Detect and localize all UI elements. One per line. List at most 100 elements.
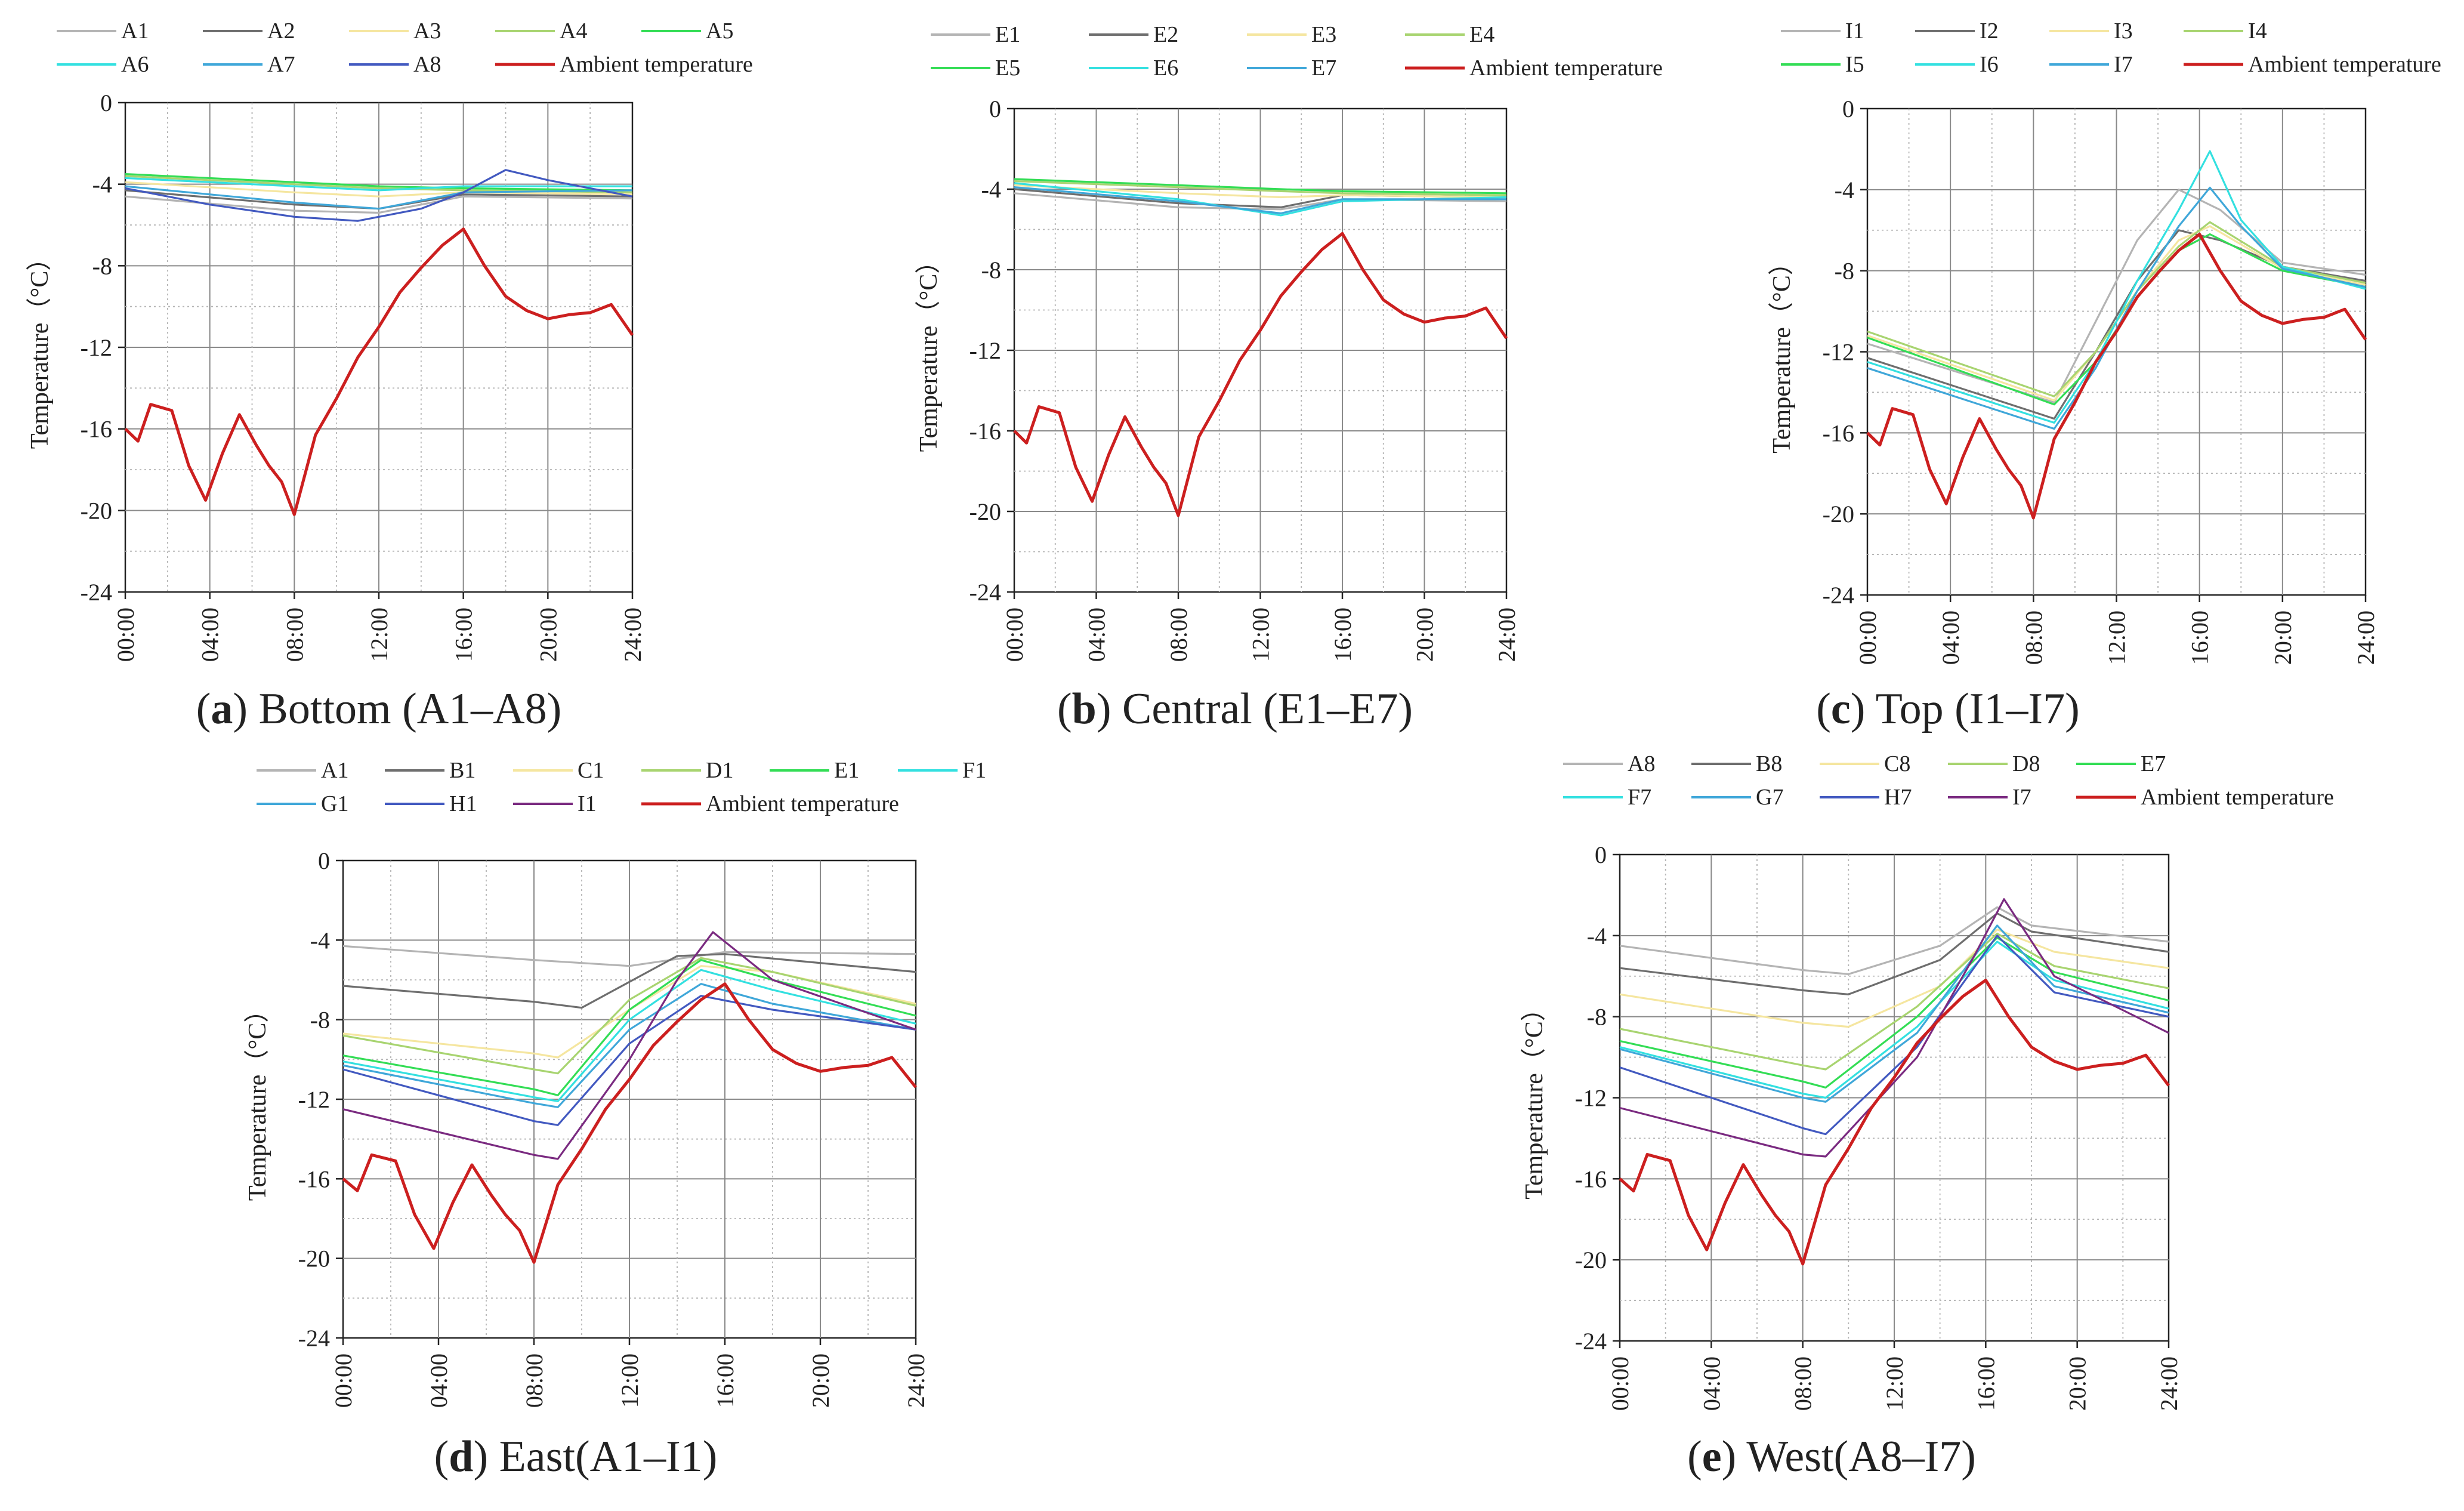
y-axis-label: Temperature（°C） bbox=[915, 249, 943, 452]
series-line-ambient-temperature bbox=[1866, 233, 2367, 520]
series-line-i7 bbox=[1867, 186, 2366, 430]
legend-label: G1 bbox=[321, 791, 348, 816]
series-line-d8 bbox=[1619, 932, 2169, 1071]
y-tick-label: -8 bbox=[981, 257, 1001, 283]
legend-label: E5 bbox=[995, 55, 1020, 81]
legend-label: A4 bbox=[560, 18, 587, 44]
y-tick-label: 0 bbox=[989, 95, 1001, 122]
legend-label: I5 bbox=[1845, 52, 1864, 77]
series-line-i1 bbox=[342, 931, 916, 1160]
series-line-g7 bbox=[1619, 924, 2169, 1103]
legend-label: E3 bbox=[1311, 22, 1336, 47]
y-tick-label: -12 bbox=[1823, 339, 1854, 366]
legend-label: I2 bbox=[1980, 18, 1999, 44]
x-tick-label: 12:00 bbox=[1881, 1356, 1908, 1411]
series-line-ambient-temperature bbox=[1013, 232, 1508, 517]
legend-label: E1 bbox=[995, 22, 1020, 47]
panel-caption: (a) Bottom (A1–A8) bbox=[196, 684, 562, 733]
legend-label: A2 bbox=[267, 18, 295, 44]
series-line-d1 bbox=[342, 957, 916, 1075]
series-line-e4 bbox=[1014, 180, 1507, 196]
y-tick-label: -8 bbox=[1587, 1004, 1607, 1031]
x-tick-label: 00:00 bbox=[330, 1353, 357, 1408]
series-line-i6 bbox=[1867, 150, 2366, 424]
series-line-f7 bbox=[1619, 940, 2169, 1099]
y-tick-label: 0 bbox=[318, 847, 330, 874]
legend-label: E4 bbox=[1469, 22, 1495, 47]
legend-label: A1 bbox=[321, 758, 348, 783]
y-tick-label: -4 bbox=[310, 927, 330, 954]
y-tick-label: -24 bbox=[1575, 1328, 1607, 1355]
y-axis-label: Temperature（°C） bbox=[1768, 250, 1796, 453]
x-tick-label: 08:00 bbox=[281, 608, 308, 662]
x-tick-label: 24:00 bbox=[2352, 610, 2379, 665]
legend-label: I1 bbox=[578, 791, 597, 816]
legend-label: I1 bbox=[1845, 18, 1864, 44]
y-tick-label: -16 bbox=[1823, 420, 1854, 446]
y-tick-label: 0 bbox=[1842, 95, 1854, 122]
caption-text: Bottom (A1–A8) bbox=[248, 684, 561, 733]
legend-label: E7 bbox=[2141, 751, 2166, 776]
legend-label: H7 bbox=[1884, 785, 1912, 810]
legend-label: C8 bbox=[1884, 751, 1910, 776]
legend-label: E1 bbox=[834, 758, 859, 783]
caption-text: East(A1–I1) bbox=[488, 1432, 717, 1481]
x-tick-label: 16:00 bbox=[1329, 608, 1356, 662]
y-tick-label: -20 bbox=[298, 1245, 330, 1272]
series-line-ambient-temperature bbox=[124, 227, 634, 516]
legend-label: I6 bbox=[1980, 52, 1999, 77]
legend-label: I3 bbox=[2114, 18, 2133, 44]
legend-label: H1 bbox=[449, 791, 477, 816]
y-tick-label: -16 bbox=[969, 418, 1001, 445]
x-tick-label: 00:00 bbox=[1607, 1356, 1634, 1411]
series-line-a1 bbox=[125, 195, 633, 214]
x-tick-label: 04:00 bbox=[197, 608, 224, 662]
x-tick-label: 24:00 bbox=[619, 608, 646, 662]
y-tick-label: -20 bbox=[81, 497, 112, 524]
y-axis-label: Temperature（°C） bbox=[1521, 996, 1548, 1199]
legend-label: G7 bbox=[1756, 785, 1783, 810]
legend-label: Ambient temperature bbox=[2248, 52, 2441, 77]
y-tick-label: -16 bbox=[1575, 1165, 1607, 1192]
series-line-a8 bbox=[125, 169, 633, 222]
legend-label: I7 bbox=[2012, 785, 2031, 810]
series-line-a3 bbox=[125, 181, 633, 198]
y-tick-label: -4 bbox=[1835, 177, 1854, 203]
series-line-i7 bbox=[1619, 898, 2169, 1158]
y-tick-label: -12 bbox=[969, 337, 1001, 364]
y-tick-label: -24 bbox=[1823, 582, 1854, 609]
y-tick-label: -12 bbox=[81, 334, 112, 361]
x-tick-label: 04:00 bbox=[1937, 610, 1964, 665]
legend-label: Ambient temperature bbox=[706, 791, 899, 816]
legend-label: D8 bbox=[2012, 751, 2040, 776]
series-line-h7 bbox=[1619, 935, 2169, 1136]
series-line-e7 bbox=[1014, 186, 1506, 215]
y-tick-label: -8 bbox=[310, 1007, 330, 1034]
series-line-e7 bbox=[1619, 936, 2169, 1089]
series-line-a8 bbox=[1619, 906, 2169, 976]
caption-letter: b bbox=[1072, 684, 1097, 733]
x-tick-label: 08:00 bbox=[1165, 608, 1192, 662]
x-tick-label: 08:00 bbox=[2020, 610, 2047, 665]
legend-label: Ambient temperature bbox=[560, 52, 753, 77]
x-tick-label: 24:00 bbox=[903, 1353, 930, 1408]
caption-text: West(A8–I7) bbox=[1736, 1432, 1976, 1481]
series-line-a7 bbox=[125, 185, 633, 210]
x-tick-label: 20:00 bbox=[807, 1353, 834, 1408]
legend-label: A7 bbox=[267, 52, 295, 77]
x-tick-label: 16:00 bbox=[1972, 1356, 1999, 1411]
y-tick-label: -4 bbox=[981, 176, 1001, 203]
series-line-b1 bbox=[342, 953, 916, 1009]
panel-caption: (c) Top (I1–I7) bbox=[1816, 684, 2079, 733]
legend-label: Ambient temperature bbox=[1469, 55, 1663, 81]
x-tick-label: 04:00 bbox=[1083, 608, 1110, 662]
y-tick-label: -8 bbox=[1835, 258, 1854, 285]
legend-label: A8 bbox=[1628, 751, 1655, 776]
y-tick-label: 0 bbox=[100, 90, 112, 116]
x-tick-label: 16:00 bbox=[2187, 610, 2213, 665]
series-line-a6 bbox=[125, 177, 632, 192]
